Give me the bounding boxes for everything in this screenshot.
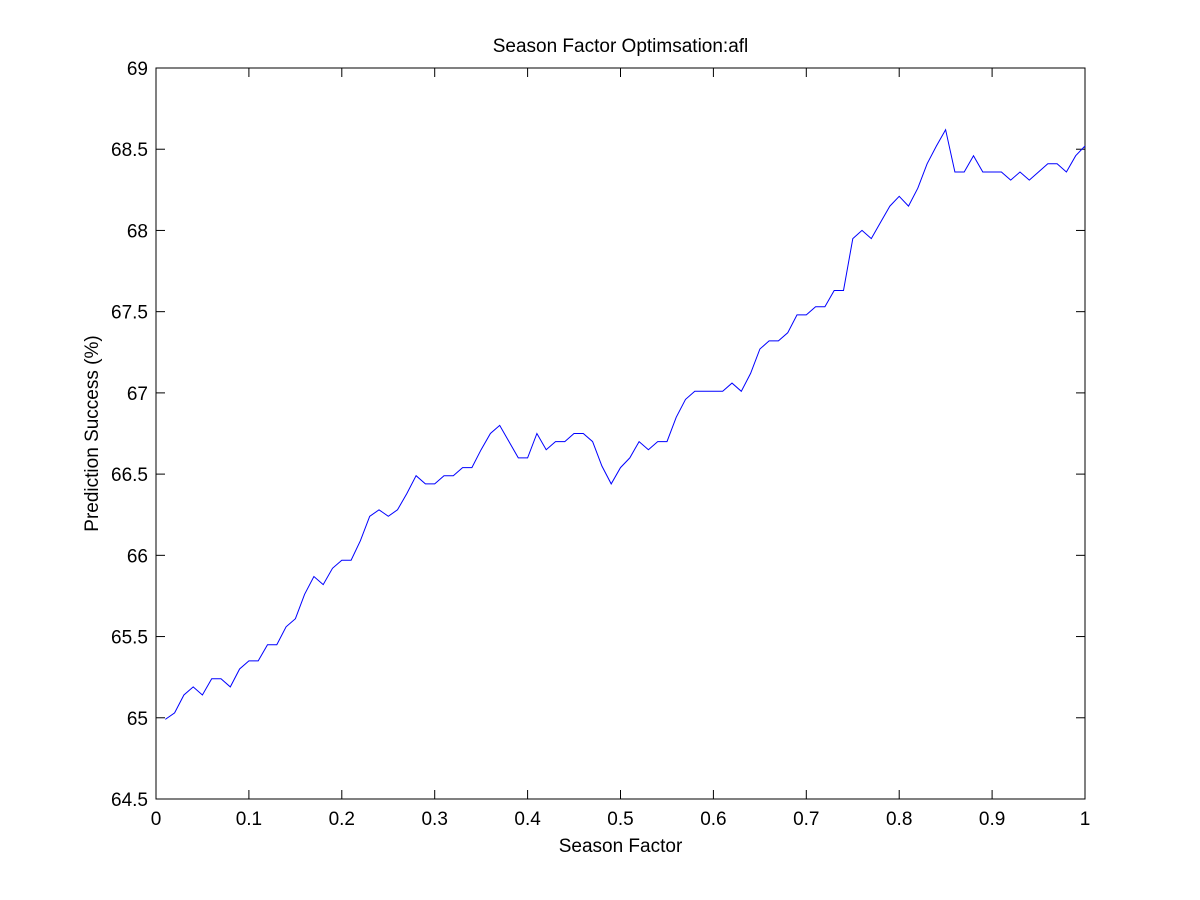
y-tick-label-2: 65.5 [111, 628, 148, 649]
y-tick-label-3: 66 [127, 546, 148, 567]
y-tick-label-0: 64.5 [111, 790, 148, 811]
x-tick-label-6: 0.6 [700, 809, 726, 830]
x-tick-label-7: 0.7 [793, 809, 819, 830]
chart-title: Season Factor Optimsation:afl [493, 36, 749, 57]
plot-area [155, 67, 1086, 800]
y-tick-label-9: 69 [127, 59, 148, 80]
x-tick-label-3: 0.3 [421, 809, 447, 830]
y-tick-label-8: 68.5 [111, 140, 148, 161]
x-axis-label: Season Factor [559, 836, 683, 857]
series-line [165, 128, 1086, 720]
y-tick-label-7: 68 [127, 221, 148, 242]
y-tick-label-1: 65 [127, 709, 148, 730]
x-tick-label-10: 1 [1080, 809, 1091, 830]
x-tick-label-2: 0.2 [329, 809, 355, 830]
x-tick-label-5: 0.5 [607, 809, 633, 830]
x-tick-label-0: 0 [151, 809, 162, 830]
x-tick-label-1: 0.1 [236, 809, 262, 830]
y-axis-label: Prediction Success (%) [82, 335, 103, 531]
y-axis-ticks: 64.5 65 65.5 66 66.5 67 67.5 68 68.5 69 [111, 59, 1085, 811]
y-tick-label-5: 67 [127, 384, 148, 405]
x-axis-ticks: 0 0.1 0.2 0.3 0.4 0.5 0.6 0.7 0.8 0.9 1 [151, 68, 1091, 830]
y-tick-label-4: 66.5 [111, 465, 148, 486]
x-tick-label-4: 0.4 [514, 809, 541, 830]
y-tick-label-6: 67.5 [111, 303, 148, 324]
x-tick-label-9: 0.9 [979, 809, 1005, 830]
x-tick-label-8: 0.8 [886, 809, 912, 830]
